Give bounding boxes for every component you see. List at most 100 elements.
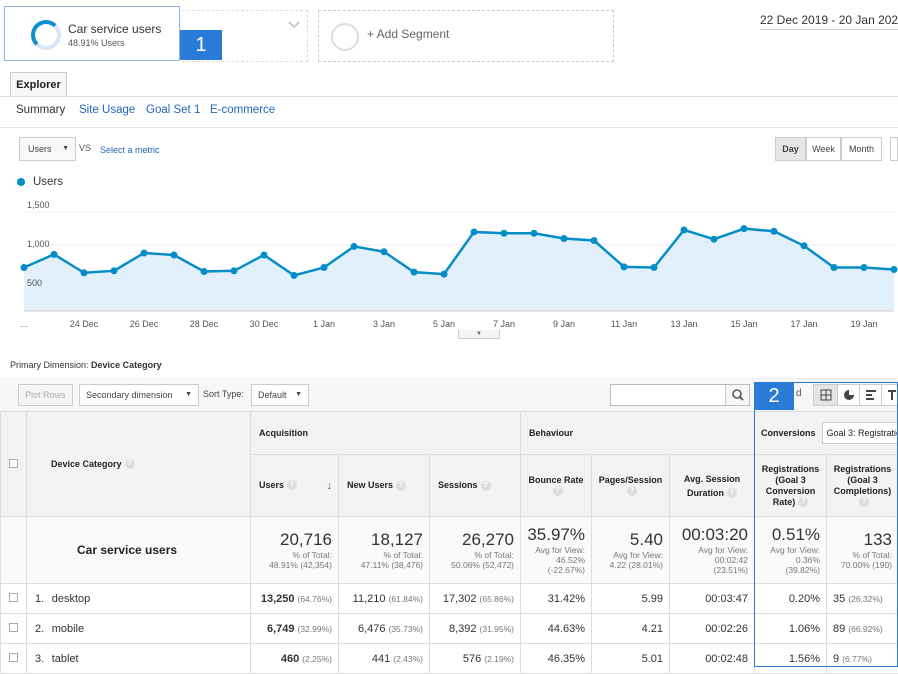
col-new-users-header[interactable]: New Users?: [339, 455, 430, 517]
users-point-9[interactable]: [291, 272, 298, 279]
dim-header[interactable]: Device Category: [51, 459, 122, 469]
users-point-22[interactable]: [681, 226, 688, 233]
pie-view-button[interactable]: [838, 385, 860, 405]
subnav-summary[interactable]: Summary: [16, 104, 65, 116]
primary-dimension-value[interactable]: Device Category: [91, 360, 162, 370]
users-point-13[interactable]: [411, 269, 418, 276]
secondary-dimension-dropdown[interactable]: Secondary dimension ▼: [79, 384, 199, 406]
row-checkbox[interactable]: [9, 593, 18, 602]
view-switcher[interactable]: [813, 384, 898, 406]
chart-type-button[interactable]: [890, 137, 898, 161]
row-cell-3: 11,210(61.84%): [339, 584, 430, 614]
tab-explorer[interactable]: Explorer: [10, 72, 67, 97]
users-point-26[interactable]: [801, 242, 808, 249]
users-point-1[interactable]: [51, 251, 58, 258]
row-checkbox[interactable]: [9, 623, 18, 632]
col-completions-header[interactable]: Registrations (Goal 3 Completions)?: [827, 455, 898, 517]
subnav-ecommerce[interactable]: E-commerce: [210, 104, 275, 116]
users-point-5[interactable]: [171, 252, 178, 259]
row-cell-7: 00:03:47: [670, 584, 755, 614]
users-point-3[interactable]: [111, 267, 118, 274]
users-point-28[interactable]: [861, 264, 868, 271]
metric-dropdown[interactable]: Users ▼: [19, 137, 76, 161]
date-range-picker[interactable]: 22 Dec 2019 - 20 Jan 2020: [760, 13, 898, 30]
x-tick-label: 1 Jan: [304, 319, 344, 329]
add-segment-button[interactable]: + Add Segment: [318, 10, 614, 62]
search-button[interactable]: [725, 385, 749, 405]
summary-value: 133: [827, 530, 892, 550]
summary-note-1: % of Total:: [339, 550, 423, 560]
comparison-view-button[interactable]: [882, 385, 898, 405]
sort-type-dropdown[interactable]: Default ▼: [251, 384, 309, 406]
group-conversions-cell: Conversions Goal 3: Registrations: [755, 412, 898, 455]
col-avg-duration-header[interactable]: Avg. Session Duration?: [670, 455, 755, 517]
x-tick-label: 15 Jan: [724, 319, 764, 329]
users-point-17[interactable]: [531, 230, 538, 237]
users-point-15[interactable]: [471, 228, 478, 235]
row-cell-9: 89(66.92%): [827, 614, 898, 644]
row-name[interactable]: mobile: [52, 623, 84, 635]
col-conv-rate-label: Registrations (Goal 3 Conversion Rate): [762, 464, 820, 507]
segment-car-service-users[interactable]: Car service users 48.91% Users: [4, 6, 180, 61]
users-point-19[interactable]: [591, 237, 598, 244]
row-cell-8: 0.20%: [755, 584, 827, 614]
users-point-27[interactable]: [831, 264, 838, 271]
users-point-7[interactable]: [231, 267, 238, 274]
chart-collapse-handle[interactable]: ▼: [458, 330, 500, 339]
col-bounce-rate-label: Bounce Rate: [529, 475, 584, 485]
granularity-week-button[interactable]: Week: [806, 137, 841, 161]
users-point-12[interactable]: [381, 248, 388, 255]
row-cell-9: 9(6.77%): [827, 644, 898, 674]
col-new-users-label: New Users: [347, 480, 393, 490]
col-conv-rate-header[interactable]: Registrations (Goal 3 Conversion Rate)?: [755, 455, 827, 517]
goal-selector-dropdown[interactable]: Goal 3: Registrations: [822, 422, 898, 444]
x-tick-label: 30 Dec: [244, 319, 284, 329]
subnav-site-usage[interactable]: Site Usage: [79, 104, 135, 116]
table-search-input[interactable]: [610, 384, 750, 406]
cell-sessions-pct: (31.95%): [480, 624, 515, 634]
col-bounce-rate-header[interactable]: Bounce Rate?: [521, 455, 592, 517]
performance-view-button[interactable]: [860, 385, 882, 405]
advanced-link[interactable]: d: [796, 388, 802, 399]
x-tick-label: 24 Dec: [64, 319, 104, 329]
select-metric-link[interactable]: Select a metric: [100, 145, 160, 155]
summary-cell-2: 26,270% of Total:50.06% (52,472): [430, 517, 521, 584]
col-sessions-header[interactable]: Sessions?: [430, 455, 521, 517]
users-point-14[interactable]: [441, 271, 448, 278]
users-point-11[interactable]: [351, 243, 358, 250]
select-all-checkbox[interactable]: [9, 459, 18, 468]
users-point-4[interactable]: [141, 250, 148, 257]
users-point-29[interactable]: [891, 266, 898, 273]
row-checkbox[interactable]: [9, 653, 18, 662]
subnav-goal-set-1[interactable]: Goal Set 1: [146, 104, 200, 116]
table-view-button[interactable]: [814, 385, 838, 405]
users-point-20[interactable]: [621, 263, 628, 270]
segment-picker[interactable]: [182, 10, 308, 62]
row-name[interactable]: tablet: [52, 653, 79, 665]
users-point-21[interactable]: [651, 264, 658, 271]
col-users-header[interactable]: Users?↓: [251, 455, 339, 517]
x-tick-label: 17 Jan: [784, 319, 824, 329]
users-point-16[interactable]: [501, 230, 508, 237]
users-point-8[interactable]: [261, 252, 268, 259]
users-point-24[interactable]: [741, 225, 748, 232]
granularity-month-button[interactable]: Month: [841, 137, 882, 161]
col-pages-session-header[interactable]: Pages/Session?: [592, 455, 670, 517]
row-cell-3: 441(2.43%): [339, 644, 430, 674]
users-point-10[interactable]: [321, 264, 328, 271]
users-point-23[interactable]: [711, 236, 718, 243]
users-point-0[interactable]: [21, 264, 28, 271]
group-conversions: Conversions: [755, 428, 822, 438]
users-point-6[interactable]: [201, 268, 208, 275]
users-point-2[interactable]: [81, 269, 88, 276]
users-point-25[interactable]: [771, 228, 778, 235]
granularity-day-button[interactable]: Day: [775, 137, 806, 161]
x-tick-label: 28 Dec: [184, 319, 224, 329]
summary-note-1: Avg for View:: [670, 545, 748, 555]
row-name[interactable]: desktop: [52, 593, 91, 605]
plot-rows-button[interactable]: Plot Rows: [18, 384, 73, 406]
users-point-18[interactable]: [561, 235, 568, 242]
